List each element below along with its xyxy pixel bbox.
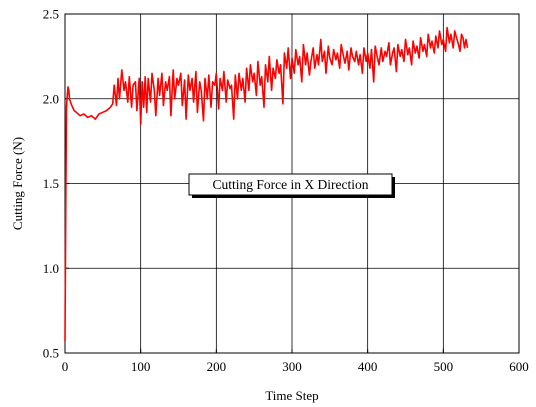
x-tick-label: 200 xyxy=(207,359,227,374)
series-layer xyxy=(64,26,469,342)
axis-ticks: 0 100 200 300 400 500 600 0.5 1.0 1.5 2.0 2.5 xyxy=(43,7,529,375)
x-tick-label: 0 xyxy=(62,359,69,374)
annotation-box: Cutting Force in X Direction xyxy=(188,173,395,198)
y-axis-title: Cutting Force (N) xyxy=(10,137,25,230)
y-tick-label: 1.0 xyxy=(43,261,59,276)
annotation-text: Cutting Force in X Direction xyxy=(213,177,369,192)
x-tick-label: 600 xyxy=(509,359,529,374)
y-tick-label: 1.5 xyxy=(43,176,59,191)
x-tick-label: 100 xyxy=(131,359,151,374)
annotation-frame xyxy=(188,173,393,196)
y-tick-label: 2.5 xyxy=(43,7,59,22)
x-tick-label: 500 xyxy=(434,359,454,374)
x-tick-label: 400 xyxy=(358,359,378,374)
x-axis-title: Time Step xyxy=(265,388,318,403)
series-line xyxy=(64,26,469,342)
y-tick-label: 2.0 xyxy=(43,91,59,106)
y-tick-label: 0.5 xyxy=(43,346,59,361)
x-tick-label: 300 xyxy=(282,359,302,374)
